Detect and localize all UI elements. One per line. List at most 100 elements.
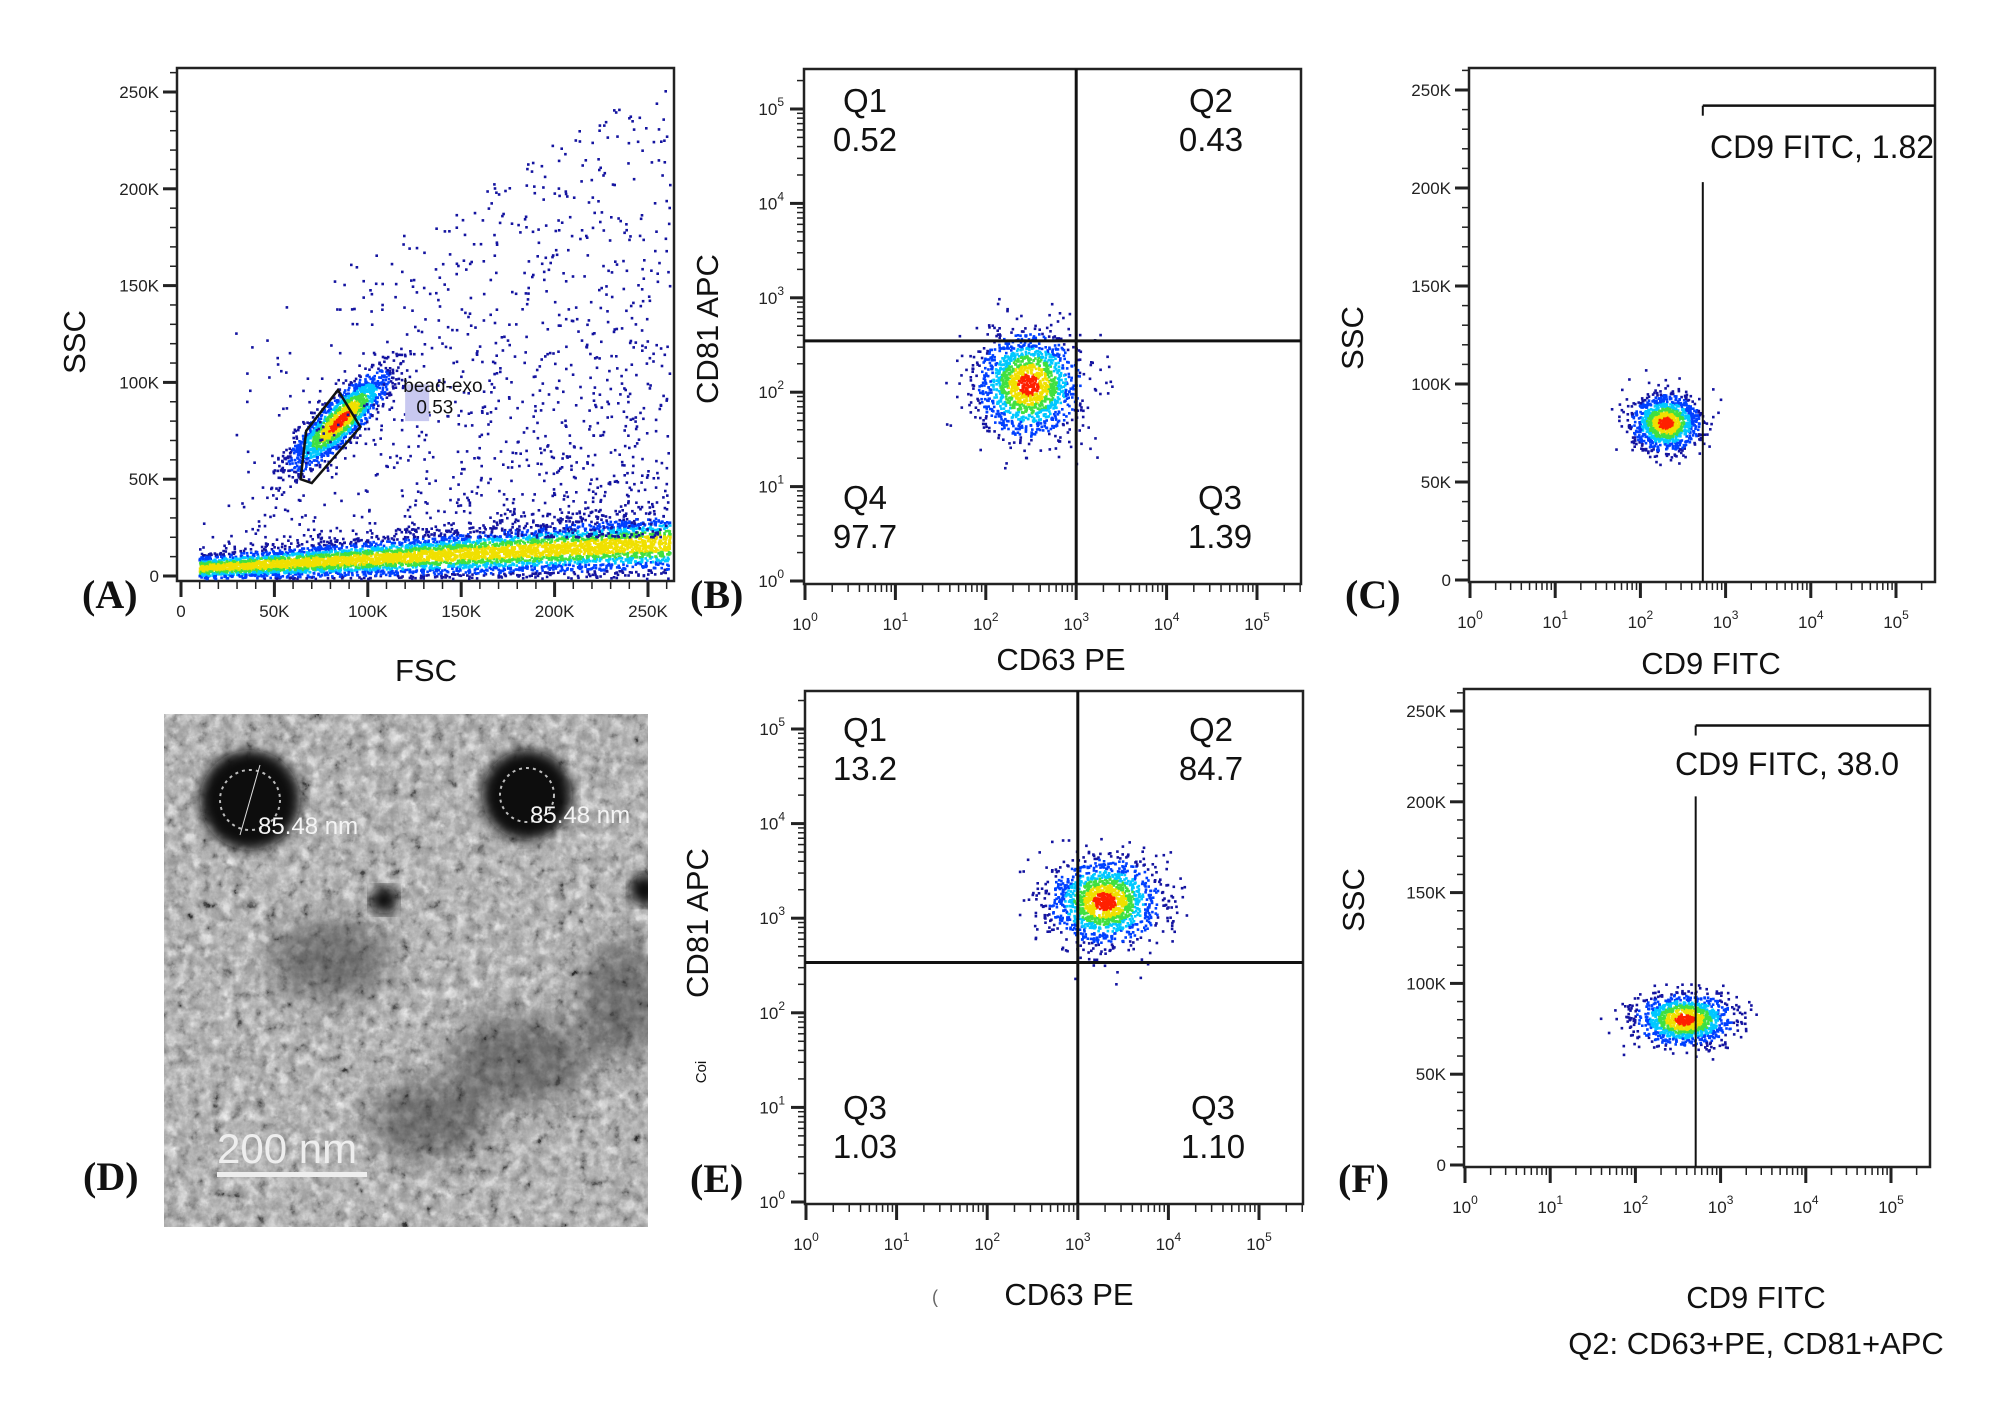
data-point	[342, 436, 346, 440]
data-point	[312, 439, 316, 442]
data-point	[419, 576, 423, 580]
data-point	[384, 378, 388, 382]
data-point	[389, 393, 393, 397]
data-point	[595, 527, 599, 530]
data-point	[383, 393, 387, 396]
data-point	[266, 496, 269, 500]
data-point	[364, 399, 368, 402]
data-point	[340, 431, 343, 434]
data-point	[330, 418, 334, 421]
data-point	[360, 538, 363, 542]
data-point	[340, 439, 344, 443]
data-point	[479, 539, 482, 543]
data-point	[466, 574, 469, 577]
data-point	[378, 386, 381, 390]
data-point	[594, 573, 597, 577]
data-point	[364, 380, 367, 384]
data-point	[317, 453, 320, 456]
data-point	[295, 435, 298, 438]
data-point	[358, 381, 361, 384]
data-point	[311, 440, 315, 444]
data-point	[286, 455, 290, 458]
data-point	[402, 360, 405, 363]
data-point	[330, 569, 333, 573]
data-point	[626, 545, 629, 549]
data-point	[335, 466, 338, 469]
data-point	[249, 551, 253, 554]
data-point	[373, 378, 376, 381]
data-point	[381, 539, 385, 542]
data-point	[492, 520, 496, 523]
data-point	[363, 393, 366, 397]
data-point	[285, 448, 288, 452]
data-point	[511, 522, 515, 526]
data-point	[372, 406, 375, 410]
data-point	[312, 459, 316, 462]
data-point	[309, 456, 312, 459]
data-point	[540, 565, 544, 569]
data-point	[347, 421, 351, 425]
data-point	[354, 424, 357, 428]
data-point	[326, 410, 330, 413]
data-point	[359, 415, 362, 419]
data-point	[309, 447, 313, 451]
data-point	[297, 460, 300, 464]
data-point	[336, 399, 339, 402]
data-point	[322, 454, 326, 457]
data-point	[349, 441, 353, 444]
data-point	[571, 523, 574, 527]
data-point	[291, 476, 295, 479]
data-point	[282, 535, 286, 538]
data-point	[363, 385, 367, 389]
data-point	[347, 388, 350, 392]
data-point	[452, 563, 455, 566]
data-point	[475, 577, 479, 580]
data-point	[301, 449, 304, 453]
data-point	[334, 406, 338, 409]
data-point	[364, 421, 367, 425]
data-point	[302, 469, 305, 473]
data-point	[297, 476, 301, 479]
data-point	[376, 396, 380, 400]
data-point	[309, 442, 313, 445]
data-point	[393, 541, 397, 545]
data-point	[242, 552, 246, 555]
data-point	[307, 478, 311, 481]
data-point	[521, 576, 525, 580]
data-point	[330, 553, 334, 557]
data-point	[298, 440, 301, 443]
data-point	[392, 359, 396, 362]
data-point	[468, 568, 471, 572]
data-point	[293, 441, 296, 444]
data-point	[430, 533, 433, 536]
data-point	[539, 572, 542, 575]
data-point	[640, 557, 644, 561]
data-point	[198, 567, 202, 570]
data-point	[358, 387, 361, 390]
data-point	[435, 540, 439, 544]
data-point	[352, 454, 356, 458]
data-point	[353, 411, 357, 414]
data-point	[532, 563, 536, 567]
data-point	[312, 427, 316, 430]
data-point	[382, 375, 385, 379]
data-point	[392, 399, 396, 403]
data-point	[202, 546, 205, 549]
data-point	[328, 434, 332, 438]
data-point	[387, 381, 390, 384]
data-point	[391, 369, 395, 373]
data-point	[323, 451, 326, 455]
data-point	[305, 463, 308, 467]
data-point	[350, 548, 353, 551]
data-point	[315, 456, 319, 459]
data-point	[409, 350, 412, 353]
data-point	[294, 429, 298, 433]
data-point	[316, 438, 319, 442]
data-point	[311, 433, 315, 437]
data-point	[319, 414, 323, 418]
data-point	[373, 399, 377, 403]
data-point	[329, 463, 333, 467]
data-point	[389, 380, 393, 383]
data-point	[302, 420, 305, 424]
data-point	[356, 416, 360, 419]
